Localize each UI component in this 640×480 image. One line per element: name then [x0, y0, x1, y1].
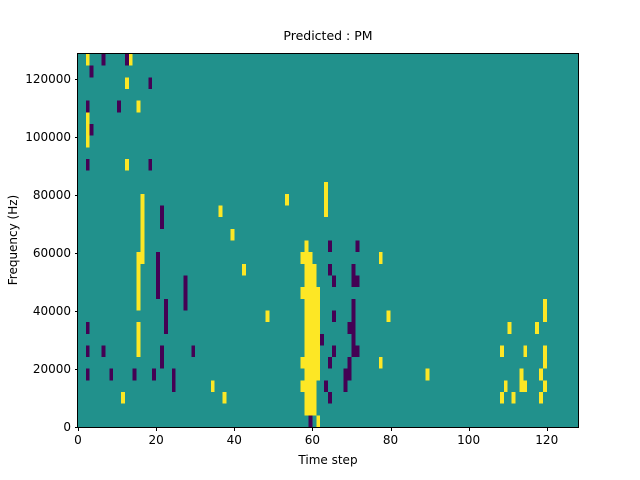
heatmap-plot-area: [76, 52, 579, 428]
y-tick-mark: [74, 310, 78, 312]
x-tick-label: 120: [535, 433, 559, 447]
x-tick-label: 80: [382, 433, 399, 447]
y-tick-mark: [74, 252, 78, 254]
x-tick-label: 40: [226, 433, 242, 447]
x-tick-mark: [156, 427, 158, 431]
y-tick-mark: [74, 136, 78, 138]
y-tick-label: 80000: [32, 187, 71, 202]
y-tick-label: 20000: [32, 361, 71, 376]
heatmap-image: [77, 53, 578, 427]
x-tick-mark: [312, 427, 314, 431]
x-tick-label: 60: [304, 433, 321, 447]
x-tick-label: 0: [74, 433, 82, 447]
page-title: Predicted : PM: [283, 28, 373, 43]
x-tick-mark: [78, 427, 79, 431]
x-tick-label: 20: [148, 433, 164, 447]
x-tick-mark: [546, 427, 548, 431]
x-tick-mark: [468, 427, 470, 431]
y-tick-mark: [74, 427, 78, 428]
x-tick-mark: [234, 427, 236, 431]
y-tick-label: 0: [63, 420, 71, 434]
y-tick-label: 40000: [32, 303, 71, 318]
y-tick-label: 60000: [32, 245, 71, 260]
y-axis-labels: 0 20000 40000 60000 80000 100000 120000: [0, 0, 71, 480]
y-tick-mark: [74, 78, 78, 80]
y-tick-mark: [74, 368, 78, 370]
x-tick-mark: [390, 427, 392, 431]
y-axis-label: Frequency (Hz): [6, 194, 20, 286]
y-tick-mark: [74, 194, 78, 196]
x-tick-label: 100: [457, 433, 481, 447]
x-axis-label: Time step: [298, 453, 358, 467]
y-tick-label: 120000: [25, 71, 71, 86]
y-tick-label: 100000: [25, 129, 71, 144]
